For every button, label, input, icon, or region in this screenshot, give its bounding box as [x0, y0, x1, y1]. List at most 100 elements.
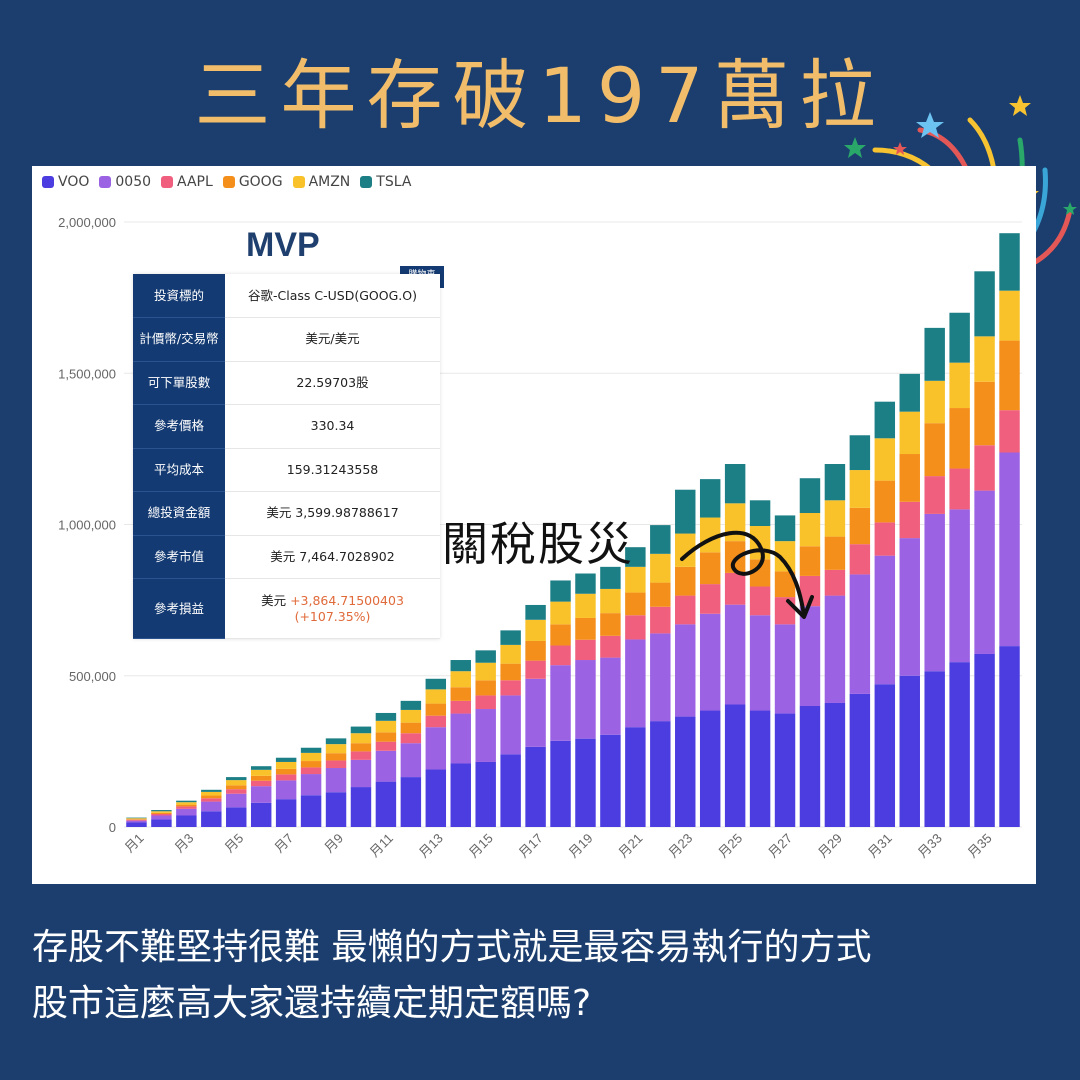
bar-segment-AAPL	[450, 700, 471, 714]
stacked-bar-chart: 2,000,000 1,500,000 1,000,000 500,000 0 月1 月3 月…	[58, 215, 1022, 861]
bar-segment-0050	[974, 490, 995, 654]
bar-segment-VOO	[226, 807, 247, 827]
x-tick-label: 月7	[271, 831, 296, 856]
bar-segment-0050	[924, 513, 945, 672]
bar-segment-AMZN	[475, 662, 496, 681]
bar-segment-AMZN	[450, 671, 471, 688]
bar-segment-AAPL	[201, 798, 222, 802]
bar-segment-TSLA	[600, 566, 621, 589]
y-tick-label: 1,500,000	[58, 366, 116, 381]
bar-segment-GOOG	[300, 761, 322, 768]
legend-swatch	[99, 176, 112, 188]
bar-segment-GOOG	[226, 785, 247, 790]
bar-segment-AAPL	[799, 575, 821, 607]
bar-segment-TSLA	[400, 700, 422, 710]
bar-segment-VOO	[849, 693, 871, 827]
legend-item[interactable]: GOOG	[222, 174, 283, 190]
bar-segment-TSLA	[201, 789, 222, 792]
bar-segment-0050	[625, 639, 646, 728]
bar-segment-AAPL	[350, 751, 372, 760]
bar-segment-TSLA	[151, 810, 172, 812]
bar-segment-GOOG	[650, 582, 671, 607]
bar-segment-VOO	[699, 710, 721, 827]
bar-segment-VOO	[924, 671, 945, 827]
bar-segment-TSLA	[774, 515, 796, 542]
bar-segment-TSLA	[849, 435, 871, 471]
bar-segment-AAPL	[924, 476, 945, 514]
bar-segment-AMZN	[500, 644, 521, 664]
x-tick-label: 月5	[221, 831, 246, 856]
pnl-value: 美元 +3,864.71500403 (+107.35%)	[225, 578, 440, 639]
x-tick-label: 月25	[715, 831, 745, 861]
x-tick-label: 月21	[615, 831, 645, 861]
legend-item[interactable]: VOO	[42, 174, 89, 190]
info-row-value: 330.34	[225, 404, 440, 449]
info-row: 計價幣/交易幣 美元/美元	[133, 317, 440, 362]
bar-segment-VOO	[450, 763, 471, 827]
bar-segment-TSLA	[699, 479, 721, 518]
bar-segment-0050	[475, 709, 496, 762]
bar-segment-VOO	[350, 787, 372, 827]
bar-segment-GOOG	[550, 624, 571, 646]
bar-segment-0050	[275, 780, 297, 800]
bar-segment-GOOG	[126, 819, 147, 820]
bar-segment-TSLA	[899, 373, 920, 412]
bar-segment-TSLA	[724, 464, 746, 504]
bar-segment-GOOG	[874, 480, 896, 523]
bar-segment-0050	[650, 633, 671, 722]
bar-segment-VOO	[625, 727, 646, 827]
bar-segment-TSLA	[824, 464, 846, 501]
bar-segment-AAPL	[126, 819, 147, 821]
bar-segment-VOO	[550, 740, 571, 827]
bar-segment-AMZN	[600, 588, 621, 614]
chart-card: 2,000,000 1,500,000 1,000,000 500,000 0 月1 月3 月…	[32, 166, 1036, 884]
curved-arrow-icon	[680, 530, 814, 619]
bar-segment-AMZN	[226, 780, 247, 786]
bar-segment-GOOG	[849, 507, 871, 545]
bar-segment-AAPL	[325, 760, 347, 769]
legend-item[interactable]: TSLA	[360, 174, 411, 190]
x-tick-label: 月11	[367, 831, 396, 860]
bar-segment-AMZN	[325, 744, 347, 754]
bar-segment-AAPL	[151, 813, 172, 816]
chart-legend: VOO 0050 AAPL GOOG AMZN TSLA	[42, 174, 411, 190]
info-row-label: 總投資金額	[133, 491, 225, 536]
info-row-label: 投資標的	[133, 274, 225, 318]
bar-segment-AAPL	[500, 680, 521, 696]
legend-swatch	[292, 176, 305, 188]
legend-swatch	[222, 176, 235, 188]
info-row: 參考市值 美元 7,464.7028902	[133, 535, 440, 579]
info-row-value: 美元/美元	[225, 317, 440, 362]
bar-segment-AMZN	[176, 802, 197, 805]
bar-segment-GOOG	[999, 340, 1020, 411]
bar-segment-TSLA	[350, 726, 372, 734]
x-tick-label: 月29	[815, 831, 845, 861]
bar-segment-0050	[500, 695, 521, 755]
bar-segment-0050	[400, 743, 422, 778]
bar-segment-AMZN	[151, 811, 172, 813]
pnl-currency: 美元	[261, 592, 291, 608]
bar-segment-GOOG	[699, 552, 721, 585]
bar-segment-VOO	[949, 662, 970, 827]
bar-segment-AAPL	[724, 572, 746, 605]
bar-segment-GOOG	[176, 804, 197, 807]
legend-item[interactable]: AAPL	[161, 174, 213, 190]
bar-segment-VOO	[974, 653, 995, 827]
bar-segment-GOOG	[924, 423, 945, 477]
legend-label: VOO	[58, 174, 90, 190]
bar-segment-VOO	[724, 704, 746, 827]
bar-segment-AMZN	[774, 541, 796, 572]
bar-segment-TSLA	[625, 547, 646, 567]
legend-item[interactable]: AMZN	[292, 174, 350, 190]
bar-segment-TSLA	[375, 712, 397, 721]
bar-segment-TSLA	[475, 650, 496, 663]
bar-segment-TSLA	[425, 678, 447, 690]
x-tick-label: 月31	[865, 831, 895, 861]
info-row-label: 可下單股數	[133, 361, 225, 405]
legend-label: AAPL	[177, 174, 213, 190]
legend-item[interactable]: 0050	[99, 174, 151, 190]
bar-segment-AAPL	[250, 780, 272, 787]
bar-segment-AMZN	[924, 380, 945, 424]
bar-segment-VOO	[176, 815, 197, 827]
bar-segment-GOOG	[275, 768, 297, 775]
